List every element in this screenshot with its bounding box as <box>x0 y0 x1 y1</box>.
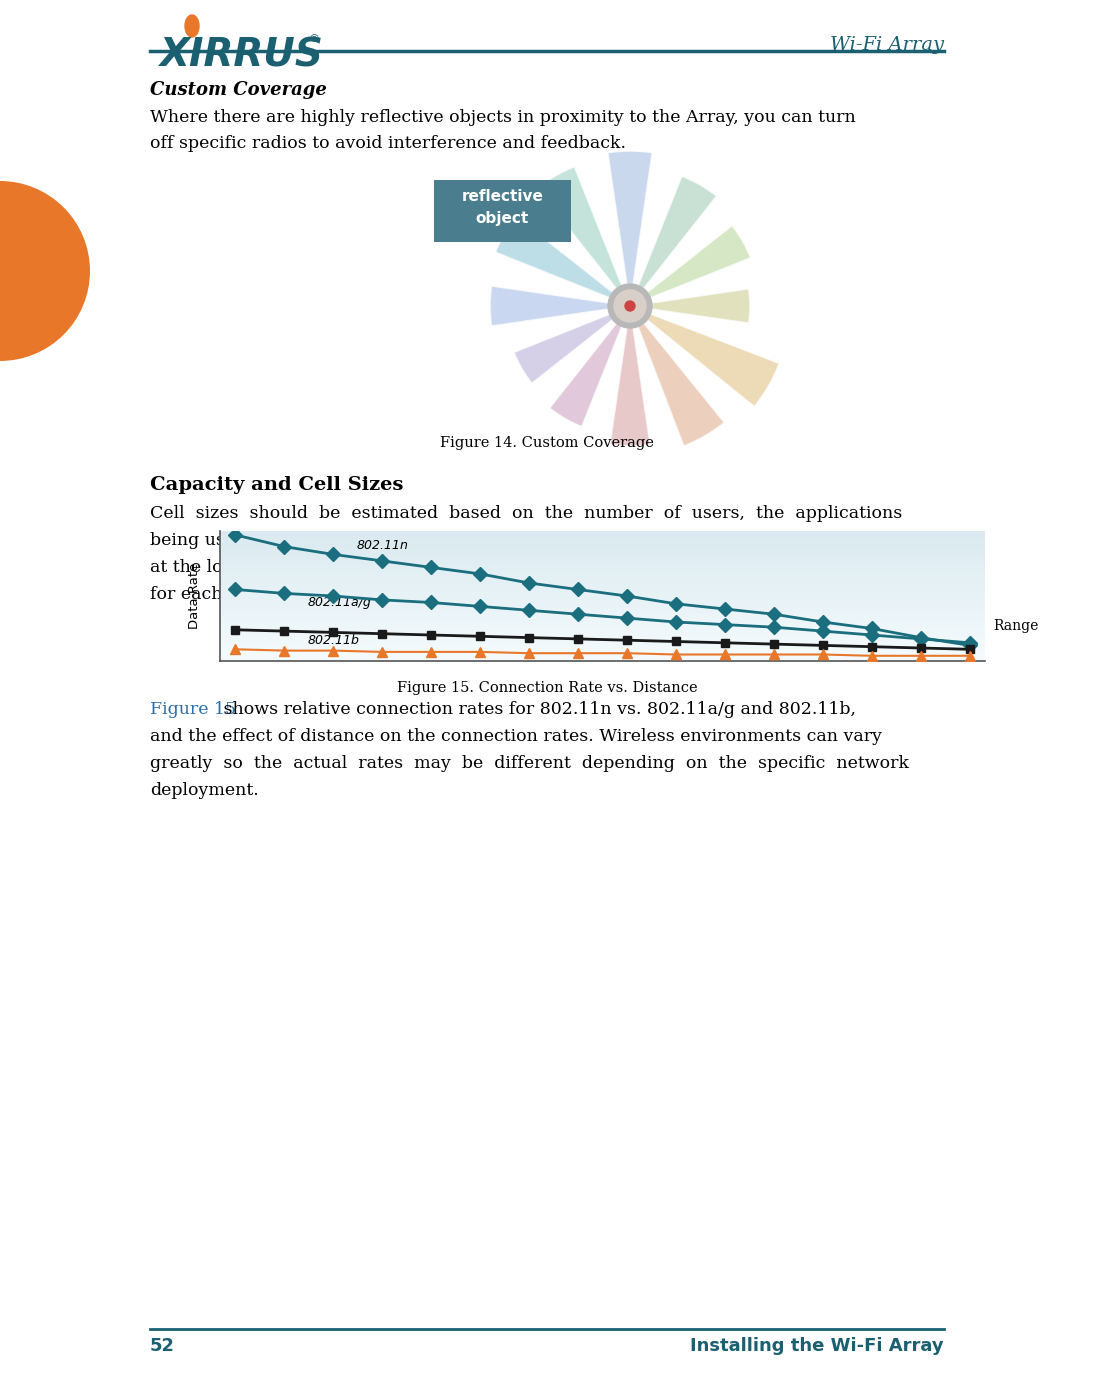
Text: Cell  sizes  should  be  estimated  based  on  the  number  of  users,  the  app: Cell sizes should be estimated based on … <box>150 505 903 522</box>
Wedge shape <box>608 151 652 307</box>
Y-axis label: Data Rate: Data Rate <box>188 563 201 630</box>
Text: Figure 15. Connection Rate vs. Distance: Figure 15. Connection Rate vs. Distance <box>397 681 697 695</box>
Wedge shape <box>630 225 750 307</box>
Text: XIRRUS: XIRRUS <box>160 36 324 75</box>
Text: ®: ® <box>309 35 319 44</box>
Text: 802.11b: 802.11b <box>307 634 359 648</box>
Text: off specific radios to avoid interference and feedback.: off specific radios to avoid interferenc… <box>150 135 626 152</box>
Text: Capacity and Cell Sizes: Capacity and Cell Sizes <box>150 476 404 494</box>
Wedge shape <box>630 289 750 323</box>
Wedge shape <box>537 167 630 307</box>
Wedge shape <box>0 181 90 360</box>
FancyBboxPatch shape <box>434 180 571 242</box>
Text: greatly  so  the  actual  rates  may  be  different  depending  on  the  specifi: greatly so the actual rates may be diffe… <box>150 755 909 772</box>
Text: reflective: reflective <box>462 189 544 204</box>
Wedge shape <box>610 307 650 446</box>
Wedge shape <box>514 307 630 384</box>
Text: Figure 15: Figure 15 <box>150 702 236 718</box>
Wedge shape <box>630 307 724 446</box>
Wedge shape <box>630 175 717 307</box>
Wedge shape <box>630 307 779 406</box>
Text: 802.11n: 802.11n <box>357 539 408 552</box>
Text: at the location. The capacity of a cell is defined as the minimum data rate desi: at the location. The capacity of a cell … <box>150 559 870 576</box>
Text: and the effect of distance on the connection rates. Wireless environments can va: and the effect of distance on the connec… <box>150 728 882 744</box>
Wedge shape <box>549 307 630 427</box>
Text: Installing the Wi-Fi Array: Installing the Wi-Fi Array <box>690 1337 944 1355</box>
Circle shape <box>625 301 635 311</box>
Circle shape <box>608 284 652 329</box>
Text: 52: 52 <box>150 1337 175 1355</box>
Ellipse shape <box>185 15 199 37</box>
Text: Range: Range <box>993 619 1038 632</box>
Circle shape <box>614 290 645 322</box>
Text: Figure 14. Custom Coverage: Figure 14. Custom Coverage <box>440 436 654 450</box>
Text: for each sector multiplied by the total number of sectors being used.: for each sector multiplied by the total … <box>150 586 756 603</box>
Text: Wi-Fi Array: Wi-Fi Array <box>830 36 944 54</box>
Text: object: object <box>476 211 529 226</box>
Text: deployment.: deployment. <box>150 782 259 800</box>
Wedge shape <box>490 286 630 326</box>
Text: Custom Coverage: Custom Coverage <box>150 81 327 99</box>
Text: 802.11a/g: 802.11a/g <box>307 597 371 609</box>
Wedge shape <box>496 217 630 307</box>
Text: shows relative connection rates for 802.11n vs. 802.11a/g and 802.11b,: shows relative connection rates for 802.… <box>218 702 856 718</box>
Text: being used (for example, data/video/voice), and the number of Arrays available: being used (for example, data/video/voic… <box>150 532 847 550</box>
Text: Where there are highly reflective objects in proximity to the Array, you can tur: Where there are highly reflective object… <box>150 109 856 126</box>
